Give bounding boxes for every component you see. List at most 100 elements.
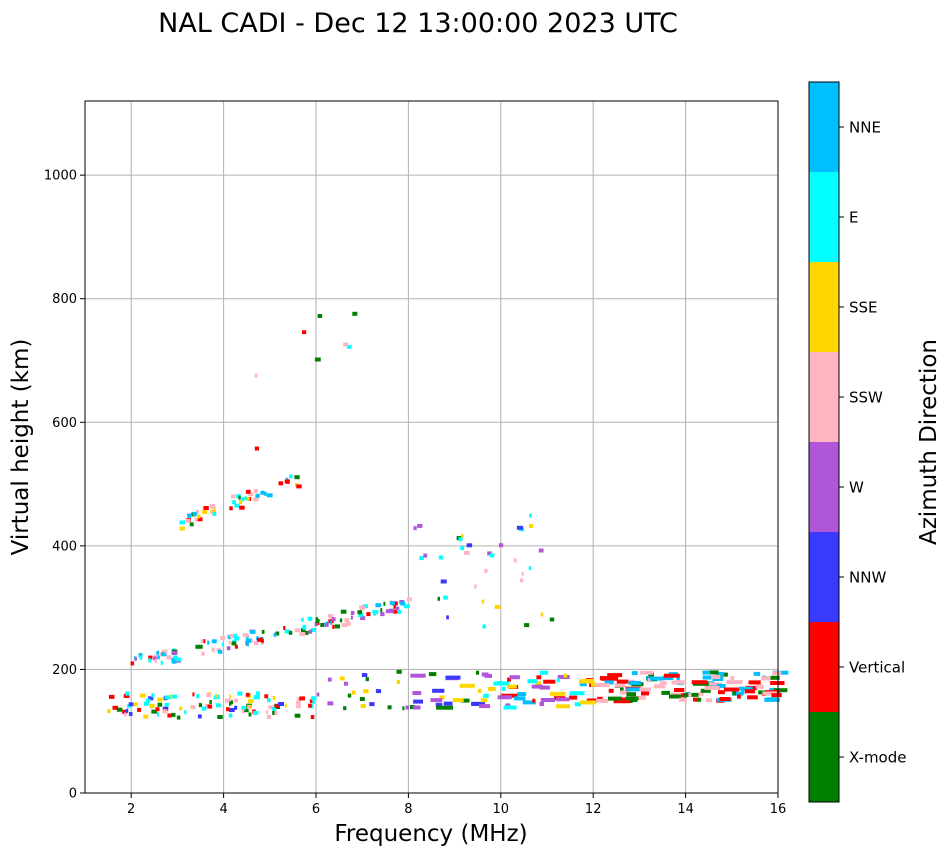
echo-point — [498, 543, 504, 548]
echo-point — [227, 635, 231, 640]
echo-cluster — [316, 669, 486, 711]
echo-point — [133, 702, 138, 707]
echo-point — [211, 639, 217, 644]
echo-point — [175, 657, 182, 662]
echo-point — [312, 699, 315, 704]
colorbar-frame — [808, 81, 840, 803]
echo-point — [483, 693, 489, 698]
echo-point — [233, 698, 238, 703]
echo-point — [369, 702, 375, 707]
echo-point — [675, 680, 687, 685]
echo-point — [257, 637, 263, 642]
echo-point — [284, 479, 290, 484]
colorbar-segment — [809, 712, 839, 802]
echo-point — [157, 712, 159, 717]
echo-point — [439, 695, 445, 700]
echo-point — [691, 680, 708, 685]
echo-point — [638, 687, 651, 692]
echo-point — [440, 579, 447, 584]
echo-point — [413, 526, 417, 531]
echo-point — [244, 496, 247, 501]
echo-point — [231, 641, 237, 646]
echo-point — [392, 601, 398, 606]
echo-point — [443, 595, 448, 600]
echo-point — [452, 698, 464, 703]
echo-point — [242, 708, 249, 713]
echo-point — [315, 617, 319, 622]
echo-point — [267, 715, 271, 719]
echo-point — [674, 688, 685, 692]
echo-point — [718, 690, 725, 695]
echo-point — [234, 636, 240, 641]
echo-point — [460, 546, 465, 551]
echo-point — [569, 691, 585, 696]
y-tick-label: 800 — [52, 292, 77, 307]
echo-point — [375, 689, 382, 694]
echo-point — [274, 703, 280, 708]
echo-point — [288, 630, 293, 635]
echo-point — [308, 629, 313, 634]
echo-point — [197, 517, 203, 522]
echo-point — [607, 673, 623, 678]
x-tick-label: 14 — [677, 802, 694, 817]
echo-point — [112, 705, 119, 710]
echo-point — [309, 699, 315, 704]
echo-point — [700, 688, 711, 693]
echo-point — [550, 691, 566, 696]
echo-point — [360, 612, 364, 617]
colorbar-segment — [809, 622, 839, 712]
echo-point — [164, 709, 168, 714]
echo-point — [267, 698, 271, 703]
echo-point — [683, 693, 687, 698]
echo-point — [284, 629, 291, 634]
echo-point — [200, 639, 203, 644]
echo-point — [702, 675, 712, 680]
echo-point — [480, 698, 488, 703]
echo-point — [755, 684, 764, 689]
echo-point — [253, 641, 259, 646]
echo-point — [301, 617, 304, 622]
echo-point — [260, 490, 265, 495]
echo-point — [346, 621, 351, 626]
echo-point — [507, 677, 511, 682]
echo-point — [497, 695, 512, 700]
y-tick-label: 0 — [69, 787, 77, 802]
y-axis-label: Virtual height (km) — [8, 339, 34, 556]
echo-point — [242, 709, 245, 714]
echo-point — [189, 522, 194, 527]
echo-point — [396, 669, 402, 674]
echo-point — [229, 694, 232, 699]
echo-point — [361, 673, 368, 677]
echo-point — [717, 683, 726, 688]
echo-point — [403, 604, 410, 609]
echo-point — [296, 484, 302, 489]
echo-point — [360, 616, 366, 621]
echo-point — [604, 680, 614, 685]
echo-point — [350, 611, 355, 615]
echo-point — [487, 687, 496, 691]
echo-point — [730, 676, 735, 681]
echo-point — [125, 691, 130, 696]
echo-point — [143, 701, 150, 706]
echo-point — [196, 694, 200, 699]
echo-point — [482, 624, 486, 629]
echo-point — [203, 506, 209, 510]
echo-point — [266, 710, 269, 715]
y-tick-label: 400 — [52, 539, 77, 554]
echo-point — [155, 707, 160, 712]
echo-point — [715, 671, 725, 676]
echo-point — [172, 694, 177, 699]
echo-point — [125, 708, 129, 713]
echo-point — [160, 660, 163, 665]
echo-point — [569, 695, 578, 700]
echo-point — [151, 693, 155, 698]
echo-point — [305, 630, 309, 635]
echo-point — [230, 700, 233, 705]
echo-point — [695, 697, 702, 702]
echo-point — [310, 628, 314, 633]
echo-point — [261, 629, 265, 634]
echo-point — [653, 684, 666, 689]
echo-point — [116, 707, 123, 712]
echo-point — [166, 655, 172, 660]
echo-point — [229, 701, 232, 706]
